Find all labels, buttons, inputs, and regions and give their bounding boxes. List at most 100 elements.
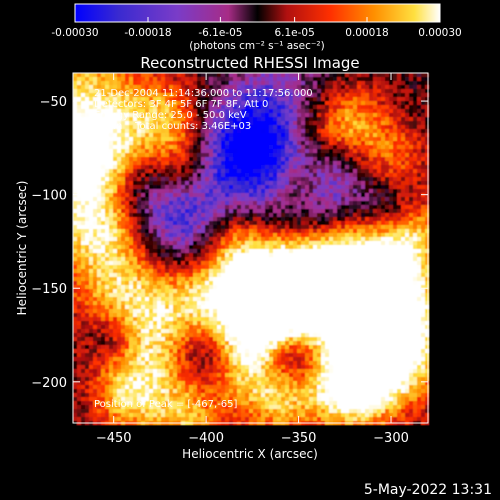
heatmap-cell xyxy=(157,229,162,234)
heatmap-cell xyxy=(225,73,230,78)
heatmap-cell xyxy=(213,205,218,210)
heatmap-cell xyxy=(369,257,374,262)
heatmap-cell xyxy=(221,205,226,210)
heatmap-cell xyxy=(213,105,218,110)
heatmap-cell xyxy=(349,213,354,218)
heatmap-cell xyxy=(349,201,354,206)
heatmap-cell xyxy=(89,125,94,130)
heatmap-cell xyxy=(393,209,398,214)
heatmap-cell xyxy=(389,189,394,194)
heatmap-cell xyxy=(325,253,330,258)
heatmap-cell xyxy=(165,137,170,142)
heatmap-cell xyxy=(301,145,306,150)
heatmap-cell xyxy=(365,141,370,146)
heatmap-cell xyxy=(317,133,322,138)
heatmap-cell xyxy=(257,265,262,270)
heatmap-cell xyxy=(245,205,250,210)
heatmap-cell xyxy=(133,101,138,106)
heatmap-cell xyxy=(309,293,314,298)
heatmap-cell xyxy=(333,133,338,138)
heatmap-cell xyxy=(145,293,150,298)
heatmap-cell xyxy=(405,253,410,258)
heatmap-cell xyxy=(301,181,306,186)
heatmap-cell xyxy=(125,109,130,114)
heatmap-cell xyxy=(257,165,262,170)
heatmap-cell xyxy=(409,189,414,194)
heatmap-cell xyxy=(89,93,94,98)
heatmap-cell xyxy=(161,193,166,198)
heatmap-cell xyxy=(337,161,342,166)
heatmap-cell xyxy=(125,237,130,242)
heatmap-cell xyxy=(313,161,318,166)
heatmap-cell xyxy=(229,101,234,106)
heatmap-cell xyxy=(293,93,298,98)
heatmap-cell xyxy=(169,141,174,146)
heatmap-cell xyxy=(345,221,350,226)
heatmap-cell xyxy=(113,261,118,266)
heatmap-cell xyxy=(245,281,250,286)
heatmap-cell xyxy=(161,209,166,214)
heatmap-cell xyxy=(353,217,358,222)
heatmap-cell xyxy=(165,249,170,254)
heatmap-cell xyxy=(345,277,350,282)
heatmap-cell xyxy=(421,229,426,234)
heatmap-cell xyxy=(225,205,230,210)
heatmap-cell xyxy=(397,273,402,278)
heatmap-cell xyxy=(185,257,190,262)
heatmap-cell xyxy=(217,177,222,182)
heatmap-cell xyxy=(277,101,282,106)
heatmap-cell xyxy=(77,141,82,146)
heatmap-cell xyxy=(341,229,346,234)
heatmap-cell xyxy=(361,105,366,110)
heatmap-cell xyxy=(369,193,374,198)
heatmap-cell xyxy=(277,245,282,250)
heatmap-cell xyxy=(425,177,430,182)
heatmap-cell xyxy=(113,289,118,294)
heatmap-cell xyxy=(81,165,86,170)
heatmap-cell xyxy=(397,229,402,234)
heatmap-cell xyxy=(153,117,158,122)
heatmap-cell xyxy=(93,213,98,218)
heatmap-cell xyxy=(185,269,190,274)
heatmap-cell xyxy=(369,185,374,190)
heatmap-cell xyxy=(177,273,182,278)
heatmap-cell xyxy=(409,81,414,86)
heatmap-cell xyxy=(397,169,402,174)
heatmap-cell xyxy=(321,101,326,106)
heatmap-cell xyxy=(301,249,306,254)
heatmap-cell xyxy=(277,233,282,238)
heatmap-cell xyxy=(93,277,98,282)
heatmap-cell xyxy=(73,157,78,162)
heatmap-cell xyxy=(293,277,298,282)
heatmap-cell xyxy=(149,221,154,226)
heatmap-cell xyxy=(325,137,330,142)
heatmap-cell xyxy=(141,269,146,274)
heatmap-cell xyxy=(249,209,254,214)
heatmap-cell xyxy=(149,125,154,130)
heatmap-cell xyxy=(97,125,102,130)
heatmap-cell xyxy=(121,205,126,210)
heatmap-cell xyxy=(173,285,178,290)
heatmap-cell xyxy=(325,277,330,282)
heatmap-cell xyxy=(305,157,310,162)
heatmap-cell xyxy=(157,181,162,186)
heatmap-cell xyxy=(245,165,250,170)
heatmap-cell xyxy=(393,177,398,182)
heatmap-cell xyxy=(349,169,354,174)
heatmap-cell xyxy=(177,173,182,178)
heatmap-cell xyxy=(385,193,390,198)
heatmap-cell xyxy=(421,217,426,222)
heatmap-cell xyxy=(197,93,202,98)
heatmap-cell xyxy=(225,101,230,106)
heatmap-cell xyxy=(201,93,206,98)
heatmap-cell xyxy=(145,73,150,78)
heatmap-cell xyxy=(177,217,182,222)
heatmap-cell xyxy=(109,161,114,166)
heatmap-cell xyxy=(269,229,274,234)
heatmap-cell xyxy=(377,161,382,166)
heatmap-cell xyxy=(157,241,162,246)
heatmap-cell xyxy=(261,81,266,86)
heatmap-cell xyxy=(317,185,322,190)
heatmap-cell xyxy=(425,121,430,126)
heatmap-cell xyxy=(93,193,98,198)
